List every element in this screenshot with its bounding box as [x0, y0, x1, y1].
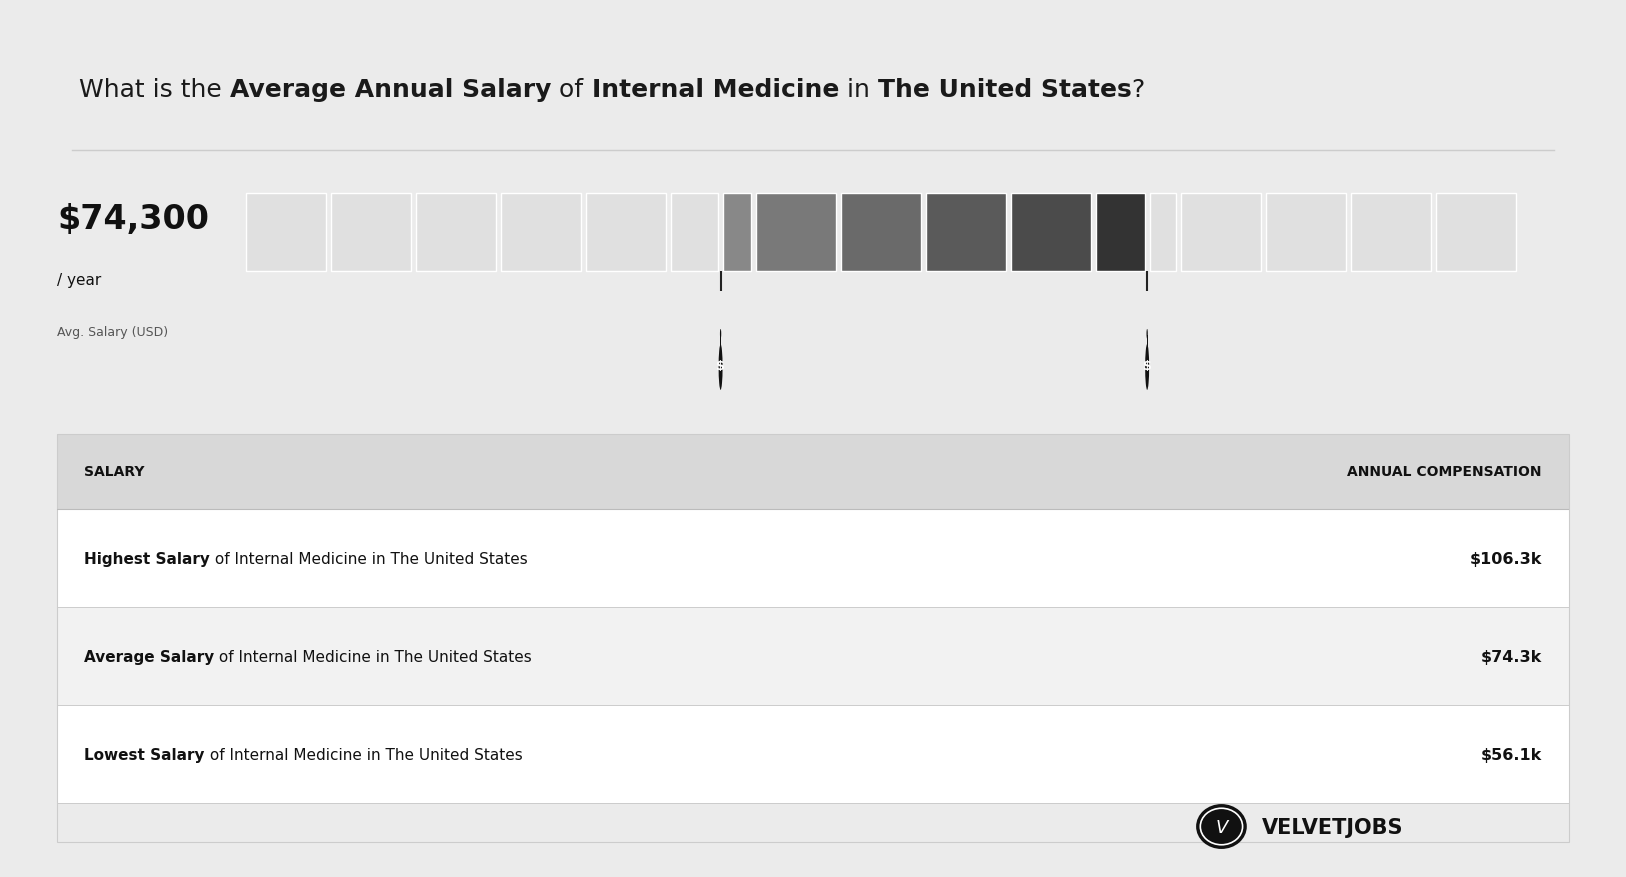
Bar: [1267, 194, 1346, 272]
Bar: [587, 194, 667, 272]
Bar: [57, 608, 1569, 705]
Text: $106.3k: $106.3k: [1470, 551, 1541, 566]
Bar: [672, 194, 719, 272]
Text: of Internal Medicine in The United States: of Internal Medicine in The United State…: [210, 551, 528, 566]
Text: $: $: [715, 360, 725, 373]
Bar: [57, 434, 1569, 510]
Bar: [927, 194, 1006, 272]
Text: Avg. Salary (USD): Avg. Salary (USD): [57, 325, 167, 339]
Bar: [57, 705, 1569, 803]
Text: ?: ?: [1132, 78, 1145, 102]
Text: Internal Medicine: Internal Medicine: [592, 78, 839, 102]
Text: / year: / year: [57, 273, 101, 288]
Text: $74,300: $74,300: [57, 203, 208, 235]
Text: VELVETJOBS: VELVETJOBS: [1262, 816, 1403, 837]
Ellipse shape: [1145, 345, 1150, 390]
Text: Highest Salary: Highest Salary: [85, 551, 210, 566]
Bar: [1180, 194, 1262, 272]
Text: V: V: [1215, 817, 1228, 836]
Bar: [1436, 194, 1515, 272]
Text: The United States: The United States: [878, 78, 1132, 102]
Text: of Internal Medicine in The United States: of Internal Medicine in The United State…: [215, 649, 532, 664]
Bar: [1351, 194, 1431, 272]
Text: SALARY: SALARY: [85, 465, 145, 479]
Bar: [1150, 194, 1176, 272]
Text: Lowest Salary: Lowest Salary: [85, 746, 205, 762]
Bar: [332, 194, 411, 272]
Bar: [841, 194, 920, 272]
Bar: [416, 194, 496, 272]
Ellipse shape: [1197, 805, 1246, 848]
Text: Average Annual Salary: Average Annual Salary: [229, 78, 551, 102]
Bar: [57, 510, 1569, 608]
Text: $74.3k: $74.3k: [1481, 649, 1541, 664]
Text: Average Salary: Average Salary: [85, 649, 215, 664]
Text: ANNUAL COMPENSATION: ANNUAL COMPENSATION: [1348, 465, 1541, 479]
Text: in: in: [839, 78, 878, 102]
Bar: [1096, 194, 1145, 272]
Text: of Internal Medicine in The United States: of Internal Medicine in The United State…: [205, 746, 522, 762]
Ellipse shape: [719, 345, 722, 390]
Bar: [247, 194, 327, 272]
Text: $: $: [1143, 360, 1151, 373]
Text: $56.1k: $56.1k: [1481, 746, 1541, 762]
Bar: [1011, 194, 1091, 272]
Text: What is the: What is the: [80, 78, 229, 102]
Bar: [724, 194, 751, 272]
Text: of: of: [551, 78, 592, 102]
Bar: [756, 194, 836, 272]
Bar: [501, 194, 580, 272]
